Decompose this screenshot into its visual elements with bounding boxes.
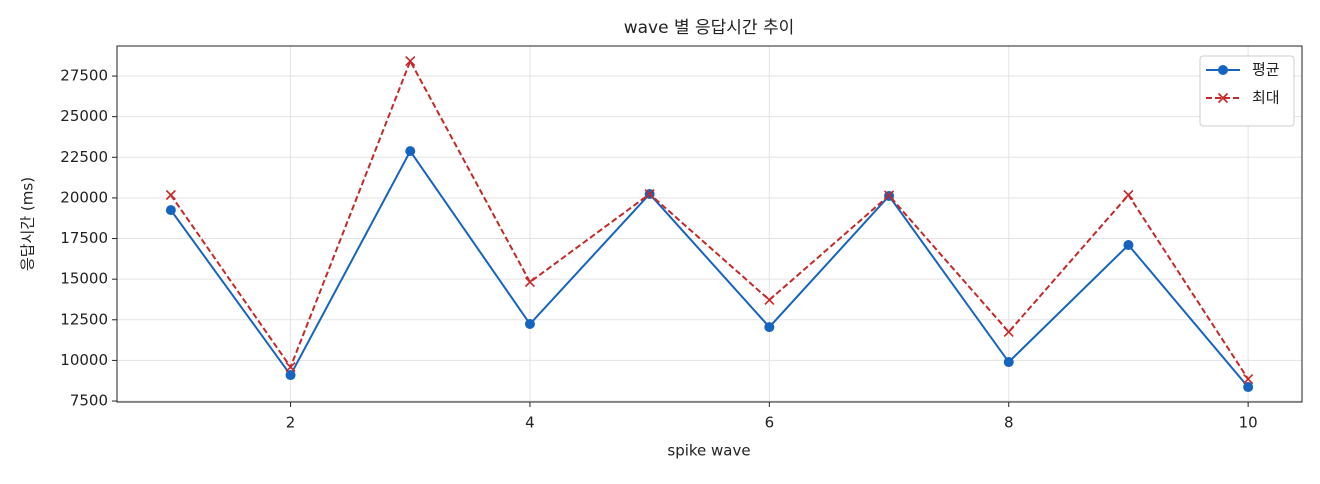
legend-marker [1217,92,1229,104]
legend-label: 최대 [1252,89,1280,107]
marker [524,319,535,330]
marker [165,205,176,216]
x-axis-label: spike wave [667,442,750,460]
series-line [170,149,1249,388]
marker [764,322,775,333]
y-tick-label: 22500 [60,148,108,166]
y-tick-label: 12500 [60,310,108,328]
y-tick-label: 17500 [60,229,108,247]
y-axis-label: 응답시간 (ms) [19,177,37,271]
y-tick-label: 25000 [60,107,108,125]
marker [1123,240,1134,251]
y-tick-label: 20000 [60,188,108,206]
marker [1003,357,1014,368]
marker [285,370,296,381]
marker [1003,326,1014,338]
y-tick-label: 7500 [70,392,108,410]
legend-marker [1218,65,1228,75]
series-line [170,58,1249,380]
plot-frame [116,45,1303,403]
legend-label: 평균 [1252,61,1280,79]
marker [405,56,416,67]
chart-title: wave 별 응답시간 추이 [624,18,795,38]
marker [165,189,176,201]
y-tick-label: 27500 [60,67,108,85]
marker [285,362,296,373]
marker [524,277,536,288]
y-tick-label: 10000 [60,351,108,369]
marker [1123,189,1134,201]
y-tick-label: 15000 [60,270,108,288]
marker [1243,382,1254,393]
marker [644,188,655,200]
x-tick-label: 8 [1004,414,1014,432]
marker [405,146,416,157]
marker [1243,374,1254,385]
x-tick-label: 2 [286,414,296,432]
x-tick-label: 4 [525,414,535,432]
marker [764,294,775,306]
x-tick-label: 10 [1239,414,1258,432]
marker [883,190,895,201]
x-tick-label: 6 [765,414,775,432]
legend-box [1199,55,1295,127]
